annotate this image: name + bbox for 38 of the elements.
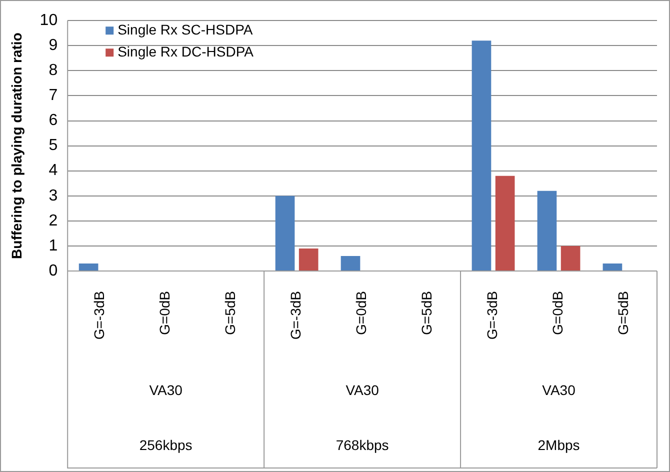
bar — [537, 190, 557, 270]
text: VA30 — [149, 382, 183, 398]
y-tick-label: 10 — [40, 12, 58, 30]
y-tick-label: 4 — [48, 162, 58, 180]
x-tick-label: G=5dB — [418, 291, 435, 335]
y-tick-label: 5 — [48, 137, 58, 154]
text: 768kbps — [336, 436, 389, 453]
x-tick-label: G=0dB — [353, 291, 370, 335]
x-tick-label: G=-3dB — [484, 291, 500, 340]
bar — [560, 246, 580, 270]
text: VA30 — [542, 382, 576, 398]
legend-label: Single Rx SC-HSDPA — [118, 21, 254, 38]
x-tick-label: G=0dB — [156, 291, 173, 335]
bar — [602, 263, 622, 270]
x-tick-label: G=5dB — [615, 291, 632, 335]
bar — [495, 176, 515, 270]
y-tick-label: 0 — [48, 262, 58, 280]
bar — [340, 256, 360, 270]
y-tick-label: 9 — [48, 37, 58, 54]
text: VA30 — [346, 382, 380, 398]
y-tick-label: 7 — [48, 87, 58, 104]
x-tick-label: G=-3dB — [288, 291, 304, 340]
bar — [298, 248, 318, 270]
text: 2Mbps — [538, 436, 580, 453]
bar — [472, 40, 492, 270]
x-tick-label: G=0dB — [550, 291, 566, 335]
text: 256kbps — [139, 436, 192, 453]
y-tick-label: 3 — [48, 187, 58, 204]
bar — [275, 196, 295, 270]
bar — [78, 263, 98, 270]
y-tick-label: 6 — [48, 112, 58, 130]
y-tick-label: 2 — [48, 212, 58, 230]
y-axis-title: Buffering to playing duration ratio — [8, 32, 24, 259]
legend-label: Single Rx DC-HSDPA — [118, 43, 254, 60]
x-tick-label: G=5dB — [222, 291, 238, 335]
x-tick-label: G=-3dB — [91, 291, 108, 340]
y-tick-label: 1 — [48, 237, 58, 254]
y-tick-label: 8 — [48, 62, 58, 80]
